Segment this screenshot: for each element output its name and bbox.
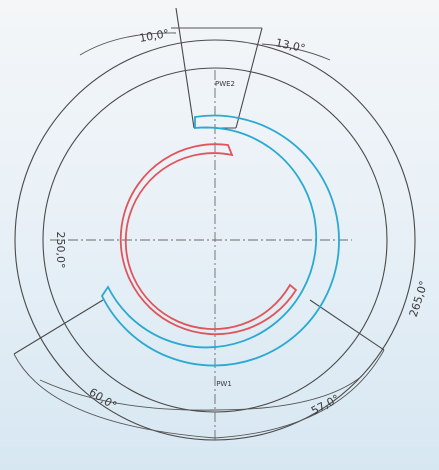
bottom-sector	[13, 299, 385, 439]
dim-bottom-left: 60,0°	[87, 386, 119, 413]
top-sector	[79, 7, 331, 129]
dim-left: 250,0°	[54, 232, 67, 269]
dim-top-right: 13,0°	[274, 36, 306, 55]
red-pole-ring	[119, 143, 298, 336]
blue-pole-ring	[100, 114, 340, 367]
tag-top: PWE2	[215, 80, 235, 88]
tag-bottom: PW1	[216, 380, 232, 388]
dim-bottom-right: 57,0°	[309, 392, 342, 418]
dim-top-left: 10,0°	[138, 27, 170, 45]
